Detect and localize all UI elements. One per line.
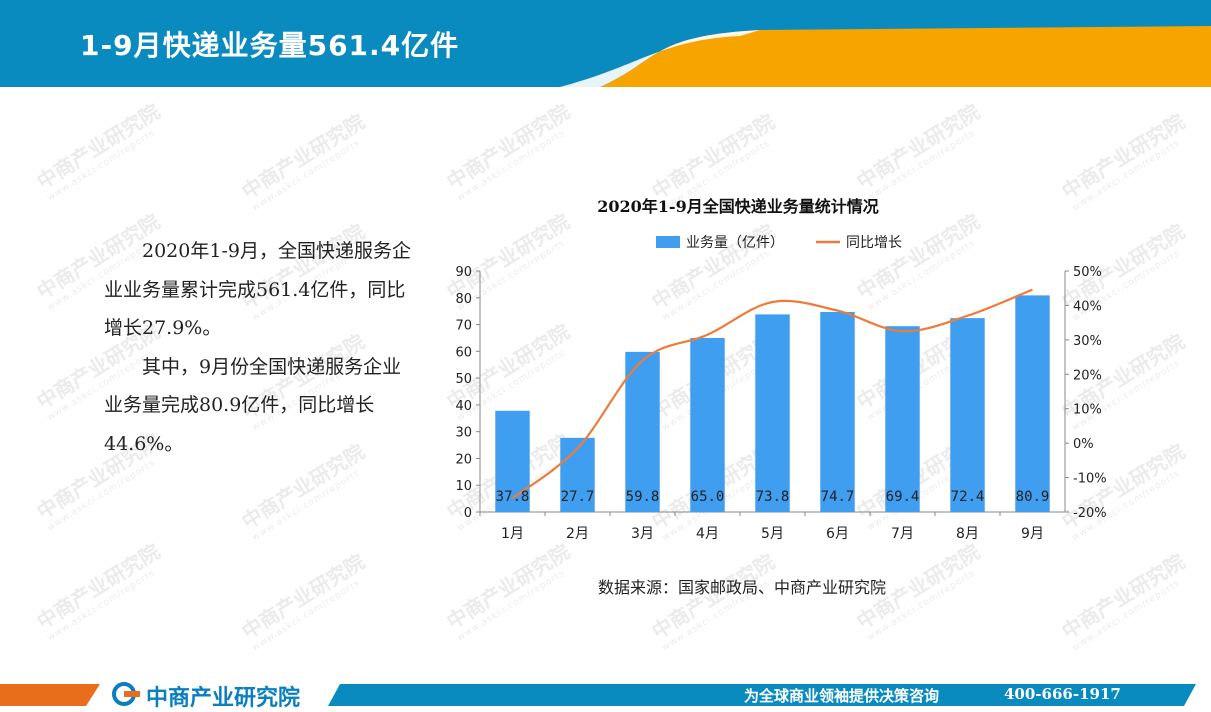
- footer-phone: 400-666-1917: [1004, 685, 1121, 703]
- header-banner: 1-9月快递业务量561.4亿件: [0, 0, 1211, 87]
- bar: [625, 351, 660, 512]
- chart-title: 2020年1-9月全国快递业务量统计情况: [597, 197, 878, 216]
- bar: [495, 410, 530, 512]
- bar-value-label: 74.7: [821, 489, 855, 505]
- bar-value-label: 37.8: [496, 489, 530, 505]
- bar: [560, 437, 595, 512]
- y-right-tick-label: 40%: [1073, 299, 1102, 314]
- bar: [820, 311, 855, 512]
- x-tick-label: 4月: [696, 526, 719, 542]
- bar-value-label: 65.0: [691, 489, 725, 505]
- y-left-tick-label: 20: [455, 452, 472, 467]
- x-tick-label: 5月: [761, 526, 784, 542]
- bar-value-label: 72.4: [951, 489, 985, 505]
- y-right-tick-label: -20%: [1073, 506, 1107, 521]
- y-right-tick-label: 50%: [1073, 265, 1102, 280]
- brand-logo-icon: [112, 682, 140, 706]
- y-right-tick-label: -10%: [1073, 472, 1107, 487]
- chart-container: 2020年1-9月全国快递业务量统计情况 业务量（亿件） 同比增长 0 10 20 3…: [420, 180, 1120, 610]
- x-tick-label: 2月: [566, 526, 589, 542]
- footer-bar: [0, 676, 1211, 712]
- summary-text: 2020年1-9月，全国快递服务企业业务量累计完成561.4亿件，同比增长27.…: [104, 232, 414, 463]
- y-right-tick-label: 20%: [1073, 368, 1102, 383]
- bar: [690, 337, 725, 512]
- growth-line: [511, 288, 1033, 500]
- y-left-tick-label: 30: [455, 426, 472, 441]
- bar-value-label: 80.9: [1016, 489, 1050, 505]
- header-decoration: [560, 26, 1211, 87]
- bar: [950, 318, 985, 512]
- y-left-tick-label: 40: [455, 399, 472, 414]
- x-tick-label: 1月: [501, 526, 524, 542]
- footer-decoration: [0, 684, 1196, 706]
- brand-name: 中商产业研究院: [146, 686, 301, 711]
- y-right-tick-label: 30%: [1073, 334, 1102, 349]
- bar-value-label: 69.4: [886, 489, 920, 505]
- y-left-tick-label: 70: [455, 319, 472, 334]
- y-left-tick-label: 50: [455, 372, 472, 387]
- bar-value-label: 73.8: [756, 489, 790, 505]
- bar: [1015, 295, 1050, 512]
- y-left-tick-label: 0: [464, 506, 472, 521]
- y-left-tick-label: 60: [455, 345, 472, 360]
- summary-paragraph-2: 其中，9月份全国快递服务企业业务量完成80.9亿件，同比增长44.6%。: [104, 355, 402, 455]
- data-source: 数据来源：国家邮政局、中商产业研究院: [598, 578, 887, 597]
- bar-value-label: 59.8: [626, 489, 660, 505]
- legend-bar-swatch: [656, 236, 680, 248]
- plot-area: 0 10 20 30 40 50 60 70 80 90 -20% -10% 0% 10% 20% 30% 40…: [455, 265, 1106, 542]
- x-tick-label: 3月: [631, 526, 654, 542]
- x-tick-label: 7月: [891, 526, 914, 542]
- combo-chart: 2020年1-9月全国快递业务量统计情况 业务量（亿件） 同比增长 0 10 20 3…: [455, 197, 1106, 542]
- footer-slogan: 为全球商业领袖提供决策咨询: [744, 687, 940, 705]
- legend: 业务量（亿件） 同比增长: [656, 235, 902, 251]
- page-title: 1-9月快递业务量561.4亿件: [80, 29, 460, 62]
- y-left-tick-label: 80: [455, 292, 472, 307]
- y-left-tick-label: 90: [455, 265, 472, 280]
- bar: [755, 314, 790, 512]
- x-tick-label: 8月: [956, 526, 979, 542]
- y-left-tick-label: 10: [455, 479, 472, 494]
- legend-line-label: 同比增长: [846, 235, 902, 251]
- y-right-tick-label: 0%: [1073, 437, 1094, 452]
- bar: [885, 326, 920, 512]
- summary-paragraph-1: 2020年1-9月，全国快递服务企业业务量累计完成561.4亿件，同比增长27.…: [104, 240, 411, 339]
- legend-bar-label: 业务量（亿件）: [686, 235, 784, 251]
- x-tick-label: 6月: [826, 526, 849, 542]
- bar-value-label: 27.7: [561, 489, 595, 505]
- x-tick-label: 9月: [1021, 526, 1044, 542]
- y-right-tick-label: 10%: [1073, 403, 1102, 418]
